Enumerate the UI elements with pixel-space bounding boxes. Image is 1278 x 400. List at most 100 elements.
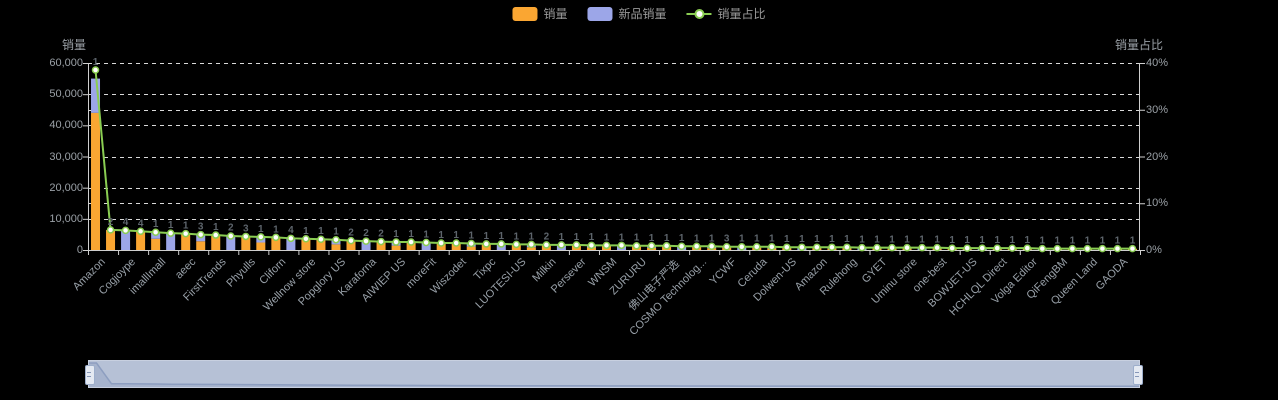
ratio-point[interactable]	[1053, 244, 1062, 253]
bar-sales-segment[interactable]	[136, 231, 146, 250]
ratio-point[interactable]	[407, 238, 415, 246]
bar-sales-segment[interactable]	[196, 241, 206, 250]
ratio-point[interactable]	[753, 242, 761, 251]
ratio-point[interactable]	[242, 232, 250, 241]
bar-sales-segment[interactable]	[151, 238, 161, 250]
bar-sales-segment[interactable]	[106, 230, 116, 250]
ratio-point[interactable]	[692, 242, 701, 251]
ratio-point[interactable]	[557, 241, 566, 249]
ratio-point[interactable]	[227, 232, 235, 240]
ratio-point[interactable]	[888, 243, 896, 252]
ratio-point[interactable]	[978, 244, 986, 252]
bar-sales-segment[interactable]	[91, 112, 101, 250]
ratio-point[interactable]	[783, 243, 791, 251]
ratio-point[interactable]	[662, 242, 671, 250]
bar-sales-segment[interactable]	[256, 242, 266, 250]
ratio-point[interactable]	[1068, 244, 1077, 253]
bar-sales-segment[interactable]	[211, 235, 221, 250]
ratio-point[interactable]	[737, 242, 746, 251]
bar-sales-segment[interactable]	[466, 246, 476, 250]
ratio-point[interactable]	[542, 241, 551, 249]
bar-new-sales-segment[interactable]	[166, 233, 176, 250]
ratio-point[interactable]	[948, 244, 956, 252]
ratio-point[interactable]	[181, 229, 190, 238]
ratio-point[interactable]	[91, 66, 100, 74]
datazoom-slider[interactable]	[85, 360, 1143, 388]
ratio-point[interactable]	[257, 233, 265, 241]
ratio-point[interactable]	[677, 242, 686, 251]
ratio-point[interactable]	[707, 242, 716, 251]
bar-sales-segment[interactable]	[526, 247, 536, 250]
ratio-point[interactable]	[963, 244, 971, 252]
ratio-point[interactable]	[813, 243, 821, 251]
ratio-point[interactable]	[452, 239, 460, 247]
ratio-point[interactable]	[392, 238, 400, 246]
ratio-point[interactable]	[437, 239, 445, 247]
bar-new-sales-segment[interactable]	[286, 238, 296, 250]
ratio-point[interactable]	[467, 239, 475, 248]
ratio-point[interactable]	[873, 243, 881, 252]
ratio-point[interactable]	[572, 241, 581, 249]
bar-sales-segment[interactable]	[346, 240, 356, 250]
ratio-point[interactable]	[317, 235, 325, 243]
ratio-point[interactable]	[858, 243, 866, 252]
ratio-point[interactable]	[617, 241, 626, 250]
bar-sales-segment[interactable]	[316, 239, 326, 250]
ratio-point[interactable]	[1113, 244, 1122, 253]
plot-area[interactable]: 12 4 4 1 1 1 3 1 2 3 1 1 4 1 1 1 2 2 2 1 1 1 1 1 1 1 1 1 1 2 1 1 1 1 1 1 1 1 1…	[82, 50, 1146, 257]
bar-sales-segment[interactable]	[301, 238, 311, 250]
ratio-point[interactable]	[798, 243, 806, 251]
datazoom-left-handle-icon[interactable]	[85, 365, 95, 385]
datazoom-right-handle-icon[interactable]	[1133, 365, 1143, 385]
ratio-point[interactable]	[843, 243, 851, 251]
ratio-point[interactable]	[828, 243, 836, 251]
ratio-point[interactable]	[482, 240, 491, 248]
ratio-point[interactable]	[903, 243, 911, 252]
ratio-point[interactable]	[993, 244, 1001, 252]
ratio-point[interactable]	[497, 240, 506, 248]
bar-new-sales-segment[interactable]	[121, 230, 131, 250]
legend-item-new-sales[interactable]: 新品销量	[587, 7, 667, 21]
bar-sales-segment[interactable]	[406, 242, 416, 250]
ratio-point[interactable]	[512, 240, 521, 249]
ratio-point[interactable]	[347, 236, 355, 245]
ratio-point[interactable]	[632, 242, 641, 250]
bar-sales-segment[interactable]	[181, 233, 191, 250]
ratio-point[interactable]	[722, 242, 731, 251]
bar-sales-segment[interactable]	[391, 245, 401, 250]
ratio-point[interactable]	[332, 235, 340, 244]
ratio-point[interactable]	[1038, 244, 1047, 253]
ratio-point[interactable]	[362, 237, 370, 245]
ratio-point[interactable]	[106, 226, 115, 234]
bar-new-sales-segment[interactable]	[226, 235, 236, 250]
ratio-point[interactable]	[602, 241, 611, 250]
ratio-point[interactable]	[196, 230, 205, 239]
bar-sales-segment[interactable]	[271, 237, 281, 250]
legend-item-ratio[interactable]: 销量占比	[686, 7, 766, 21]
ratio-point[interactable]	[1083, 244, 1092, 253]
bar-new-sales-segment[interactable]	[91, 78, 101, 113]
ratio-point[interactable]	[287, 234, 295, 243]
ratio-point[interactable]	[527, 240, 536, 249]
ratio-point[interactable]	[918, 243, 926, 252]
ratio-point[interactable]	[377, 237, 385, 246]
legend-item-sales[interactable]: 销量	[512, 7, 567, 21]
ratio-point[interactable]	[1098, 244, 1107, 253]
bar-sales-segment[interactable]	[376, 241, 386, 250]
ratio-point[interactable]	[121, 226, 130, 235]
bar-new-sales-segment[interactable]	[361, 241, 371, 250]
ratio-point[interactable]	[647, 242, 656, 250]
ratio-point[interactable]	[1008, 244, 1017, 252]
bar-sales-segment[interactable]	[241, 236, 251, 250]
ratio-point[interactable]	[933, 243, 941, 252]
ratio-point[interactable]	[166, 229, 175, 237]
ratio-point[interactable]	[587, 241, 596, 250]
ratio-point[interactable]	[422, 238, 430, 247]
ratio-point[interactable]	[768, 242, 776, 251]
ratio-point[interactable]	[136, 227, 145, 236]
ratio-point[interactable]	[151, 228, 160, 236]
ratio-point[interactable]	[272, 233, 280, 242]
ratio-point[interactable]	[1023, 244, 1032, 252]
ratio-point[interactable]	[211, 231, 220, 239]
ratio-point[interactable]	[302, 235, 310, 243]
